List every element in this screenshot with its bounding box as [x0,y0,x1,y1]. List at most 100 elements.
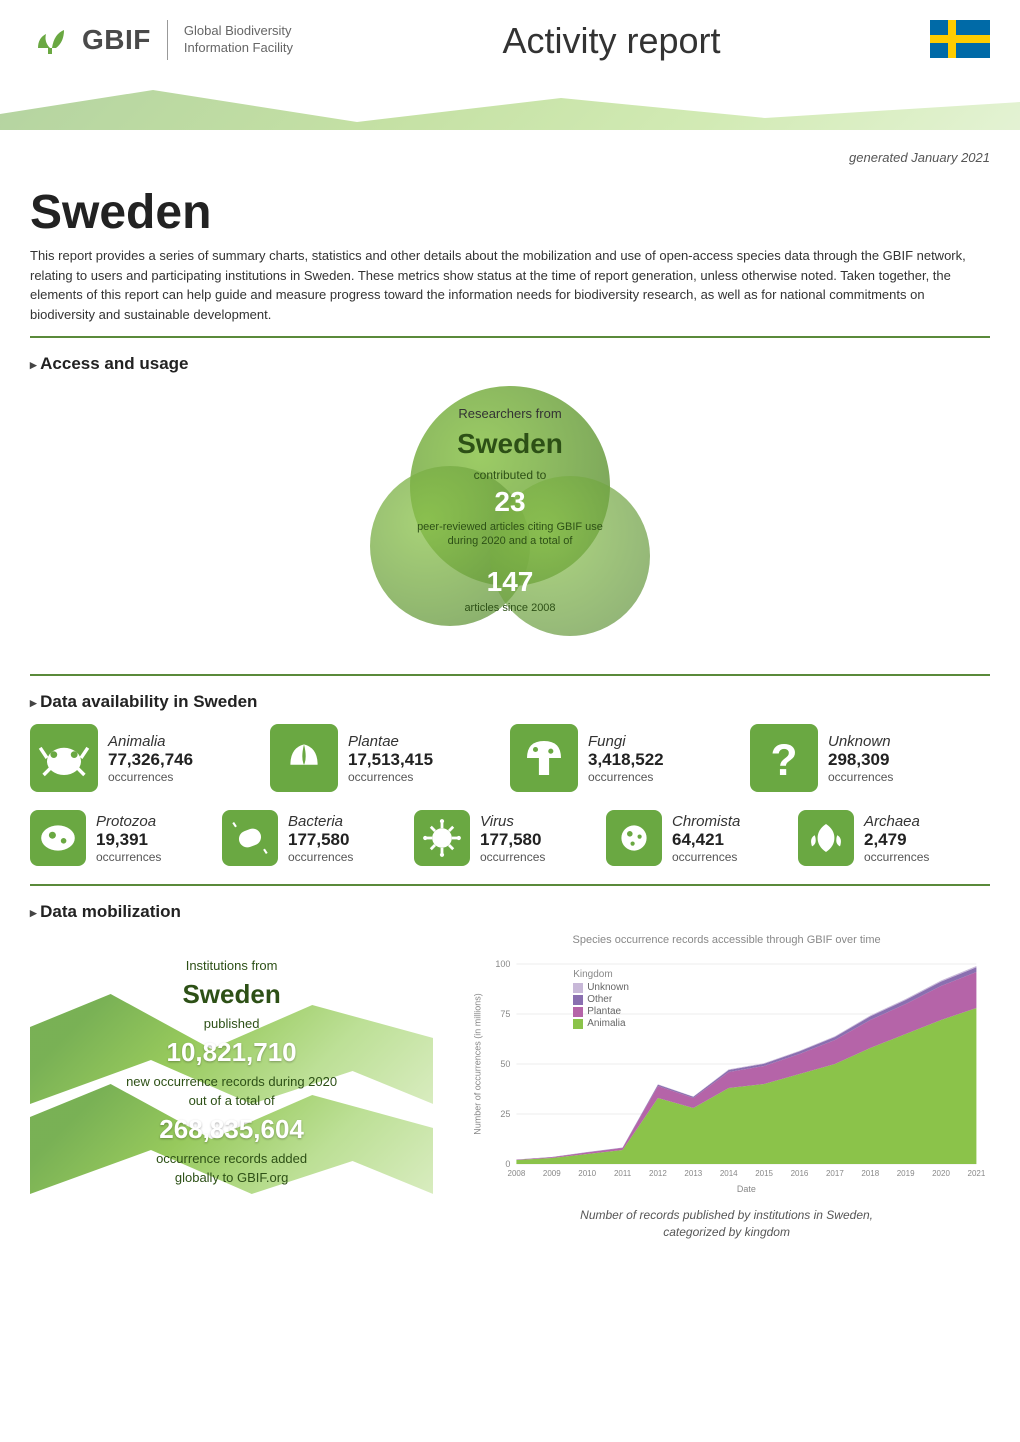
kingdom-item-animalia: Animalia 77,326,746 occurrences [30,724,270,792]
section-divider [30,674,990,676]
legend-title: Kingdom [573,969,629,980]
legend-swatch [573,1007,583,1017]
caption-line-1: Number of records published by instituti… [463,1207,990,1224]
kingdom-item-virus: Virus 177,580 occurrences [414,810,606,866]
svg-text:75: 75 [501,1009,511,1019]
kingdom-info: Chromista 64,421 occurrences [672,813,740,864]
legend-swatch [573,995,583,1005]
usage-line-3a: peer-reviewed articles citing GBIF use [310,520,710,534]
tagline-line-1: Global Biodiversity [184,23,293,40]
mob-line-2: published [50,1016,413,1031]
svg-text:2015: 2015 [755,1169,773,1178]
svg-text:2020: 2020 [932,1169,950,1178]
legend-swatch [573,1019,583,1029]
chart-caption: Number of records published by instituti… [463,1207,990,1241]
kingdom-label: occurrences [348,770,433,784]
mob-number-1: 10,821,710 [50,1037,413,1068]
protozoa-icon [30,810,86,866]
virus-icon [414,810,470,866]
kingdom-info: Protozoa 19,391 occurrences [96,813,161,864]
usage-country: Sweden [310,428,710,460]
country-title: Sweden [30,185,990,240]
kingdom-name: Animalia [108,733,193,750]
content-area: generated January 2021 Sweden This repor… [0,130,1020,1261]
kingdom-count: 2,479 [864,830,929,850]
kingdom-row-2: Protozoa 19,391 occurrences Bacteria 177… [30,810,990,866]
kingdom-item-archaea: Archaea 2,479 occurrences [798,810,990,866]
usage-number-1: 23 [310,486,710,518]
mobilization-row: Institutions from Sweden published 10,82… [30,934,990,1241]
kingdom-label: occurrences [828,770,893,784]
availability-heading: Data availability in Sweden [30,692,990,712]
legend-swatch [573,983,583,993]
kingdom-label: occurrences [864,850,929,864]
mobilization-chart-area: Species occurrence records accessible th… [463,934,990,1241]
kingdom-name: Chromista [672,813,740,830]
kingdom-item-plantae: Plantae 17,513,415 occurrences [270,724,510,792]
header-band: GBIF Global Biodiversity Information Fac… [0,0,1020,130]
kingdom-name: Virus [480,813,545,830]
mob-country: Sweden [50,979,413,1010]
logo-area: GBIF Global Biodiversity Information Fac… [30,20,293,60]
kingdom-info: Virus 177,580 occurrences [480,813,545,864]
legend-item: Other [573,994,629,1005]
mobilization-infographic: Institutions from Sweden published 10,82… [30,934,433,1209]
usage-line-4: articles since 2008 [310,602,710,614]
kingdom-label: occurrences [108,770,193,784]
svg-text:2017: 2017 [826,1169,844,1178]
legend-label: Animalia [587,1018,625,1029]
kingdom-item-unknown: ? Unknown 298,309 occurrences [750,724,990,792]
mob-number-2: 268,835,604 [50,1114,413,1145]
kingdom-name: Bacteria [288,813,353,830]
legend-label: Plantae [587,1006,621,1017]
chart-legend: Kingdom UnknownOtherPlantaeAnimalia [573,969,629,1030]
svg-text:2010: 2010 [578,1169,596,1178]
usage-line-1: Researchers from [310,406,710,421]
animalia-icon [30,724,98,792]
svg-text:50: 50 [501,1059,511,1069]
archaea-icon [798,810,854,866]
tagline-line-2: Information Facility [184,40,293,57]
svg-text:25: 25 [501,1109,511,1119]
section-divider [30,884,990,886]
usage-line-2: contributed to [310,468,710,482]
sweden-flag-icon [930,20,990,58]
caption-line-2: categorized by kingdom [463,1224,990,1241]
kingdom-item-bacteria: Bacteria 177,580 occurrences [222,810,414,866]
legend-item: Plantae [573,1006,629,1017]
svg-text:2011: 2011 [614,1169,632,1178]
chromista-icon [606,810,662,866]
kingdom-row-1: Animalia 77,326,746 occurrences Plantae … [30,724,990,792]
svg-text:2008: 2008 [508,1169,526,1178]
svg-text:Number of occurrences (in mill: Number of occurrences (in millions) [473,993,483,1135]
kingdom-info: Unknown 298,309 occurrences [828,733,893,784]
svg-text:Date: Date [737,1184,756,1194]
kingdom-label: occurrences [288,850,353,864]
kingdom-count: 177,580 [288,830,353,850]
header-top: GBIF Global Biodiversity Information Fac… [30,20,990,62]
kingdom-name: Plantae [348,733,433,750]
report-title: Activity report [502,20,720,62]
svg-text:100: 100 [496,959,511,969]
kingdom-item-chromista: Chromista 64,421 occurrences [606,810,798,866]
kingdom-item-fungi: Fungi 3,418,522 occurrences [510,724,750,792]
svg-text:2021: 2021 [968,1169,986,1178]
legend-label: Other [587,994,612,1005]
kingdom-item-protozoa: Protozoa 19,391 occurrences [30,810,222,866]
kingdom-count: 19,391 [96,830,161,850]
svg-text:0: 0 [506,1159,511,1169]
kingdom-count: 177,580 [480,830,545,850]
kingdom-label: occurrences [672,850,740,864]
bacteria-icon [222,810,278,866]
kingdom-count: 3,418,522 [588,750,664,770]
usage-infographic: Researchers from Sweden contributed to 2… [310,386,710,666]
svg-text:?: ? [771,736,798,785]
kingdom-label: occurrences [588,770,664,784]
logo-divider [167,20,168,60]
usage-heading: Access and usage [30,354,990,374]
svg-text:2016: 2016 [791,1169,809,1178]
legend-label: Unknown [587,982,629,993]
chart-title: Species occurrence records accessible th… [463,934,990,946]
usage-number-2: 147 [310,566,710,598]
fungi-icon [510,724,578,792]
